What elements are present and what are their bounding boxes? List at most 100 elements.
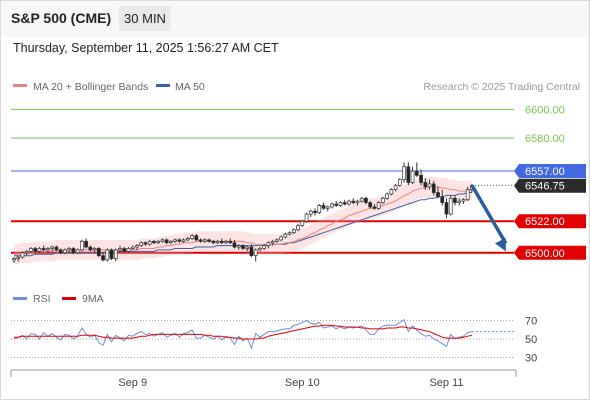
candle-69 — [304, 212, 309, 223]
candle-body-75 — [330, 203, 334, 208]
candle-48 — [215, 239, 220, 245]
candle-body-12 — [63, 249, 67, 254]
candle-20 — [96, 247, 101, 258]
candle-body-9 — [50, 246, 55, 249]
candle-body-70 — [308, 210, 313, 215]
candle-37 — [169, 239, 173, 245]
candle-body-32 — [147, 240, 152, 245]
candle-body-69 — [304, 213, 309, 222]
candle-55 — [245, 245, 250, 252]
candle-body-28 — [130, 246, 135, 249]
candle-9 — [50, 245, 55, 252]
price-label-text-5: 6500.00 — [525, 248, 565, 260]
rsi-ma-line — [14, 324, 473, 340]
candle-89 — [389, 188, 394, 196]
candle-60 — [266, 241, 271, 249]
price-label-2: 6557.00 — [514, 164, 586, 179]
candle-body-7 — [41, 248, 46, 251]
candle-body-83 — [364, 197, 368, 203]
price-label-5: 6500.00 — [514, 245, 586, 260]
candle-3 — [24, 249, 29, 256]
candle-body-19 — [92, 248, 97, 251]
candle-body-86 — [376, 202, 381, 209]
candle-body-35 — [160, 239, 165, 242]
candle-body-96 — [419, 174, 423, 183]
candle-31 — [143, 241, 148, 246]
rsi-line — [13, 318, 473, 350]
candle-59 — [262, 244, 267, 250]
candle-body-93 — [406, 166, 411, 183]
candle-body-5 — [33, 248, 38, 252]
price-label-text-3: 6546.75 — [525, 181, 565, 193]
candle-30 — [139, 241, 144, 248]
candle-body-102 — [444, 202, 449, 215]
candle-83 — [364, 196, 368, 205]
candle-104 — [453, 195, 457, 206]
candle-body-56 — [249, 246, 254, 257]
candle-91 — [397, 178, 402, 187]
price-label-text-2: 6557.00 — [525, 166, 565, 178]
candle-body-73 — [321, 205, 326, 209]
candle-34 — [156, 239, 161, 245]
candle-body-24 — [113, 249, 118, 259]
candle-0 — [12, 257, 16, 263]
candle-98 — [427, 179, 432, 190]
candle-body-67 — [296, 225, 300, 231]
candle-92 — [402, 162, 406, 183]
candle-23 — [109, 248, 114, 260]
candle-80 — [351, 198, 356, 205]
candle-15 — [75, 248, 80, 255]
candle-body-77 — [338, 202, 343, 206]
candle-50 — [224, 239, 228, 245]
candle-body-31 — [143, 242, 148, 245]
candle-body-65 — [287, 232, 292, 235]
candle-body-17 — [84, 240, 88, 248]
candle-17 — [84, 238, 88, 249]
candle-body-64 — [283, 233, 288, 238]
candle-35 — [160, 238, 165, 243]
candle-10 — [54, 245, 59, 252]
candle-32 — [147, 239, 152, 246]
ma50-legend-swatch — [156, 84, 170, 87]
candle-body-1 — [16, 256, 21, 259]
candle-body-45 — [202, 239, 207, 242]
candle-52 — [232, 239, 237, 249]
candle-100 — [436, 186, 440, 199]
candle-45 — [202, 238, 207, 243]
candle-47 — [211, 239, 216, 245]
candle-body-18 — [88, 246, 93, 251]
candle-body-20 — [96, 248, 101, 257]
interval-button[interactable]: 30 MIN — [119, 6, 171, 31]
candle-body-29 — [135, 245, 139, 248]
candle-body-107 — [465, 189, 470, 201]
candle-44 — [198, 238, 203, 243]
candle-body-95 — [414, 170, 419, 176]
rsi-tick-label-2: 30 — [525, 352, 537, 364]
rsi-tick-label-0: 70 — [525, 316, 537, 328]
candle-body-106 — [461, 199, 466, 202]
candle-54 — [241, 244, 245, 250]
candle-body-27 — [126, 248, 131, 252]
candle-body-6 — [37, 248, 42, 252]
candle-body-101 — [440, 196, 445, 203]
candle-body-63 — [279, 236, 283, 241]
candle-body-37 — [169, 240, 173, 244]
rsi-legend-label: RSI — [33, 293, 51, 305]
candle-body-38 — [173, 239, 177, 242]
candle-body-0 — [12, 258, 16, 261]
candle-body-58 — [258, 248, 262, 251]
candle-94 — [410, 166, 415, 184]
candle-body-79 — [347, 200, 351, 205]
candle-body-49 — [219, 240, 224, 244]
candle-body-23 — [109, 249, 114, 259]
ma20-legend-swatch — [13, 84, 27, 87]
candle-8 — [46, 247, 50, 253]
rsi-panel: 70 50 30 — [11, 316, 537, 364]
candle-86 — [376, 201, 381, 210]
candle-body-13 — [67, 248, 71, 251]
candle-81 — [355, 199, 360, 206]
candle-body-87 — [381, 197, 385, 203]
candle-body-57 — [253, 249, 258, 257]
